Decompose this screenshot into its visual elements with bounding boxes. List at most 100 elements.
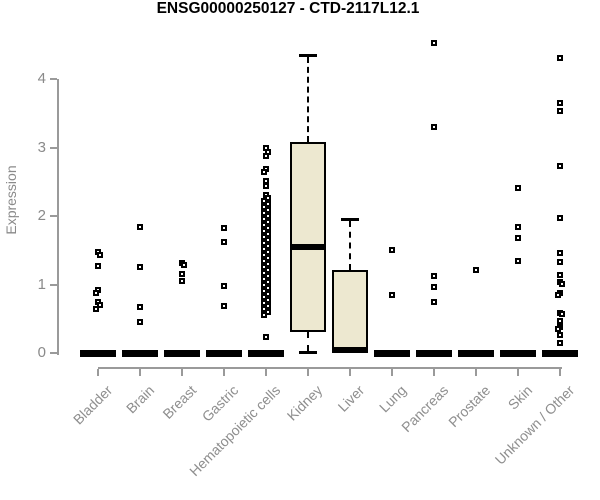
outlier-point xyxy=(557,108,563,115)
zero-bar-8 xyxy=(416,350,452,357)
outlier-point xyxy=(557,162,563,169)
x-tick xyxy=(517,369,519,376)
x-tick xyxy=(559,369,561,376)
outlier-point xyxy=(263,182,269,189)
outlier-point xyxy=(261,221,267,228)
outlier-point xyxy=(137,264,143,271)
outlier-point xyxy=(431,123,437,130)
outlier-point xyxy=(557,215,563,222)
outlier-point xyxy=(557,317,563,324)
outlier-point xyxy=(261,312,267,319)
outlier-point xyxy=(557,99,563,106)
x-tick-label-bladder: Bladder xyxy=(69,382,116,428)
x-tick xyxy=(307,369,309,376)
zero-bar-1 xyxy=(122,350,158,357)
outlier-point xyxy=(261,169,267,176)
outlier-point xyxy=(137,319,143,326)
outlier-point xyxy=(221,282,227,289)
x-tick xyxy=(181,369,183,376)
x-tick xyxy=(349,369,351,376)
outlier-point xyxy=(265,308,271,315)
outlier-point xyxy=(431,273,437,280)
outlier-point xyxy=(557,258,563,265)
outlier-point xyxy=(97,252,103,259)
box-liver xyxy=(332,270,368,351)
x-tick-label-kidney: Kidney xyxy=(283,382,326,424)
upper-whisker-cap xyxy=(299,54,317,58)
box-kidney xyxy=(290,142,326,333)
zero-bar-10 xyxy=(500,350,536,357)
zero-bar-0 xyxy=(80,350,116,357)
outlier-point xyxy=(221,225,227,232)
outlier-point xyxy=(557,332,563,339)
outlier-point xyxy=(263,334,269,341)
outlier-point xyxy=(261,263,267,270)
upper-whisker xyxy=(349,221,351,271)
outlier-point xyxy=(431,299,437,306)
outlier-point xyxy=(557,271,563,278)
y-tick-label: 3 xyxy=(37,138,46,156)
x-tick xyxy=(391,369,393,376)
outlier-point xyxy=(97,302,103,309)
outlier-point xyxy=(261,239,267,246)
outlier-point xyxy=(431,39,437,46)
upper-whisker xyxy=(307,57,309,142)
zero-bar-2 xyxy=(164,350,200,357)
y-tick xyxy=(50,78,57,80)
x-tick xyxy=(139,369,141,376)
x-tick-label-brain: Brain xyxy=(122,382,158,417)
x-tick-label-prostate: Prostate xyxy=(445,382,494,431)
lower-whisker xyxy=(307,332,309,351)
x-axis-line xyxy=(98,367,562,369)
median-line xyxy=(290,243,326,250)
outlier-point xyxy=(261,293,267,300)
y-tick-label: 4 xyxy=(37,70,46,87)
outlier-point xyxy=(93,306,99,313)
outlier-point xyxy=(179,278,185,285)
outlier-point xyxy=(261,215,267,222)
outlier-point xyxy=(93,289,99,296)
x-tick-label-breast: Breast xyxy=(159,382,200,422)
y-tick xyxy=(50,283,57,286)
outlier-point xyxy=(137,223,143,230)
outlier-point xyxy=(265,254,271,261)
x-tick-label-skin: Skin xyxy=(504,382,536,413)
outlier-point xyxy=(431,284,437,291)
outlier-point xyxy=(261,245,267,252)
zero-bar-4 xyxy=(248,350,284,357)
outlier-point xyxy=(261,269,267,276)
outlier-point xyxy=(95,263,101,269)
outlier-point xyxy=(265,278,271,285)
outlier-point xyxy=(265,230,271,237)
outlier-point xyxy=(555,326,561,333)
x-tick xyxy=(97,369,99,376)
outlier-point xyxy=(265,302,271,309)
outlier-point xyxy=(555,291,561,298)
outlier-point xyxy=(559,310,565,317)
zero-bar-11 xyxy=(542,350,578,357)
x-tick-label-lung: Lung xyxy=(375,382,410,416)
y-axis-line xyxy=(57,79,59,355)
median-line xyxy=(332,346,368,353)
x-tick-label-liver: Liver xyxy=(334,382,368,415)
y-tick xyxy=(50,215,57,217)
outlier-point xyxy=(181,261,187,268)
x-tick xyxy=(475,369,477,376)
outlier-point xyxy=(515,234,521,241)
outlier-point xyxy=(559,280,565,287)
y-tick-label: 2 xyxy=(37,207,46,224)
zero-bar-9 xyxy=(458,350,494,357)
x-tick xyxy=(265,369,267,376)
zero-bar-3 xyxy=(206,350,242,357)
outlier-point xyxy=(389,247,395,254)
outlier-point xyxy=(557,339,563,346)
outlier-point xyxy=(557,249,563,256)
x-tick xyxy=(223,369,225,376)
zero-bar-7 xyxy=(374,350,410,357)
y-tick xyxy=(50,352,57,354)
y-tick-label: 1 xyxy=(37,275,46,293)
lower-whisker-cap xyxy=(299,350,317,354)
outlier-point xyxy=(179,271,185,278)
